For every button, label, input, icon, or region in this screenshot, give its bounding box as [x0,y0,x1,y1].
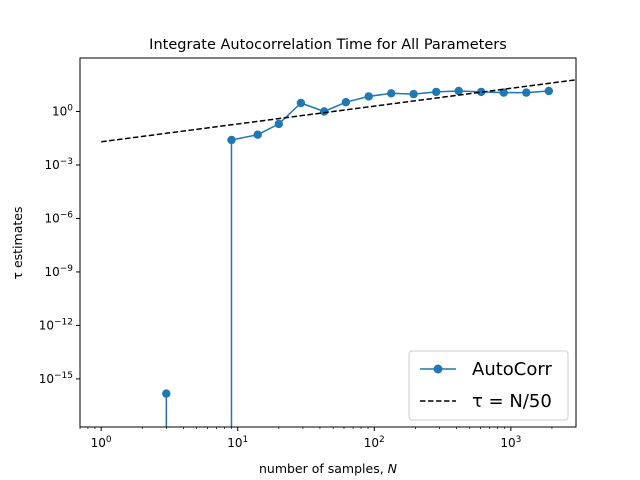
y-axis-label: τ estimates [10,206,25,279]
y-tick-label: 100 [52,103,73,118]
series-autocorr-marker [296,98,306,108]
x-axis-label-symbol: N [388,461,398,476]
legend-autocorr-marker [433,364,443,374]
x-tick-label: 101 [227,435,248,450]
y-tick-label-base: 10 [44,211,59,225]
x-axis-label: number of samples, N [259,461,398,476]
y-tick-label-base: 10 [44,158,59,172]
x-tick-label: 102 [364,435,385,450]
y-tick-label-exp: −15 [54,371,73,381]
series-autocorr-marker [544,86,553,96]
x-tick-label: 100 [91,435,112,450]
y-tick-label-base: 10 [44,265,59,279]
y-tick-label: 10−9 [44,264,73,279]
y-tick-label-base: 10 [52,104,67,118]
y-tick-label-exp: −6 [60,210,74,220]
series-autocorr-marker [253,130,262,139]
x-tick-label-base: 10 [91,436,106,450]
series-autocorr-marker [341,98,351,107]
legend: AutoCorr τ = N/50 [408,350,569,421]
x-tick-label-exp: 1 [242,435,248,445]
x-tick-label-base: 10 [227,436,242,450]
y-tick-label: 10−3 [44,157,73,172]
series-autocorr-marker [454,86,463,96]
series-autocorr-marker [409,89,418,99]
y-tick-label-base: 10 [39,318,54,332]
y-tick-label-exp: −3 [60,157,73,167]
series-autocorr-marker [274,119,283,129]
x-axis-label-text: number of samples, [259,461,388,476]
chart-title: Integrate Autocorrelation Time for All P… [149,37,507,53]
legend-tau-label: τ = N/50 [472,391,552,412]
x-tick-label-base: 10 [500,436,515,450]
x-tick-label-exp: 2 [379,435,385,445]
series-autocorr-marker [320,107,329,116]
plot-frame [79,57,577,428]
series-autocorr-marker [227,135,236,145]
series-autocorr-marker [499,88,508,97]
series-autocorr-marker [432,87,441,97]
legend-autocorr-label: AutoCorr [472,359,552,380]
y-tick-label-exp: 0 [67,103,73,113]
series-autocorr-marker [477,87,486,97]
series-autocorr-marker [364,92,373,101]
y-tick-label-exp: −9 [60,264,74,274]
y-tick-label: 10−12 [39,317,73,332]
x-tick-label-exp: 3 [516,435,522,445]
x-tick-label: 103 [500,435,521,450]
x-tick-label-base: 10 [364,436,379,450]
x-tick-label-exp: 0 [106,435,112,445]
series-autocorr-marker [522,88,531,97]
series-autocorr-marker [387,89,396,98]
y-tick-label-exp: −12 [54,317,73,327]
y-tick-label: 10−6 [44,210,73,225]
y-tick-label: 10−15 [39,371,73,386]
series-layer [101,79,576,427]
y-tick-label-base: 10 [39,372,54,386]
